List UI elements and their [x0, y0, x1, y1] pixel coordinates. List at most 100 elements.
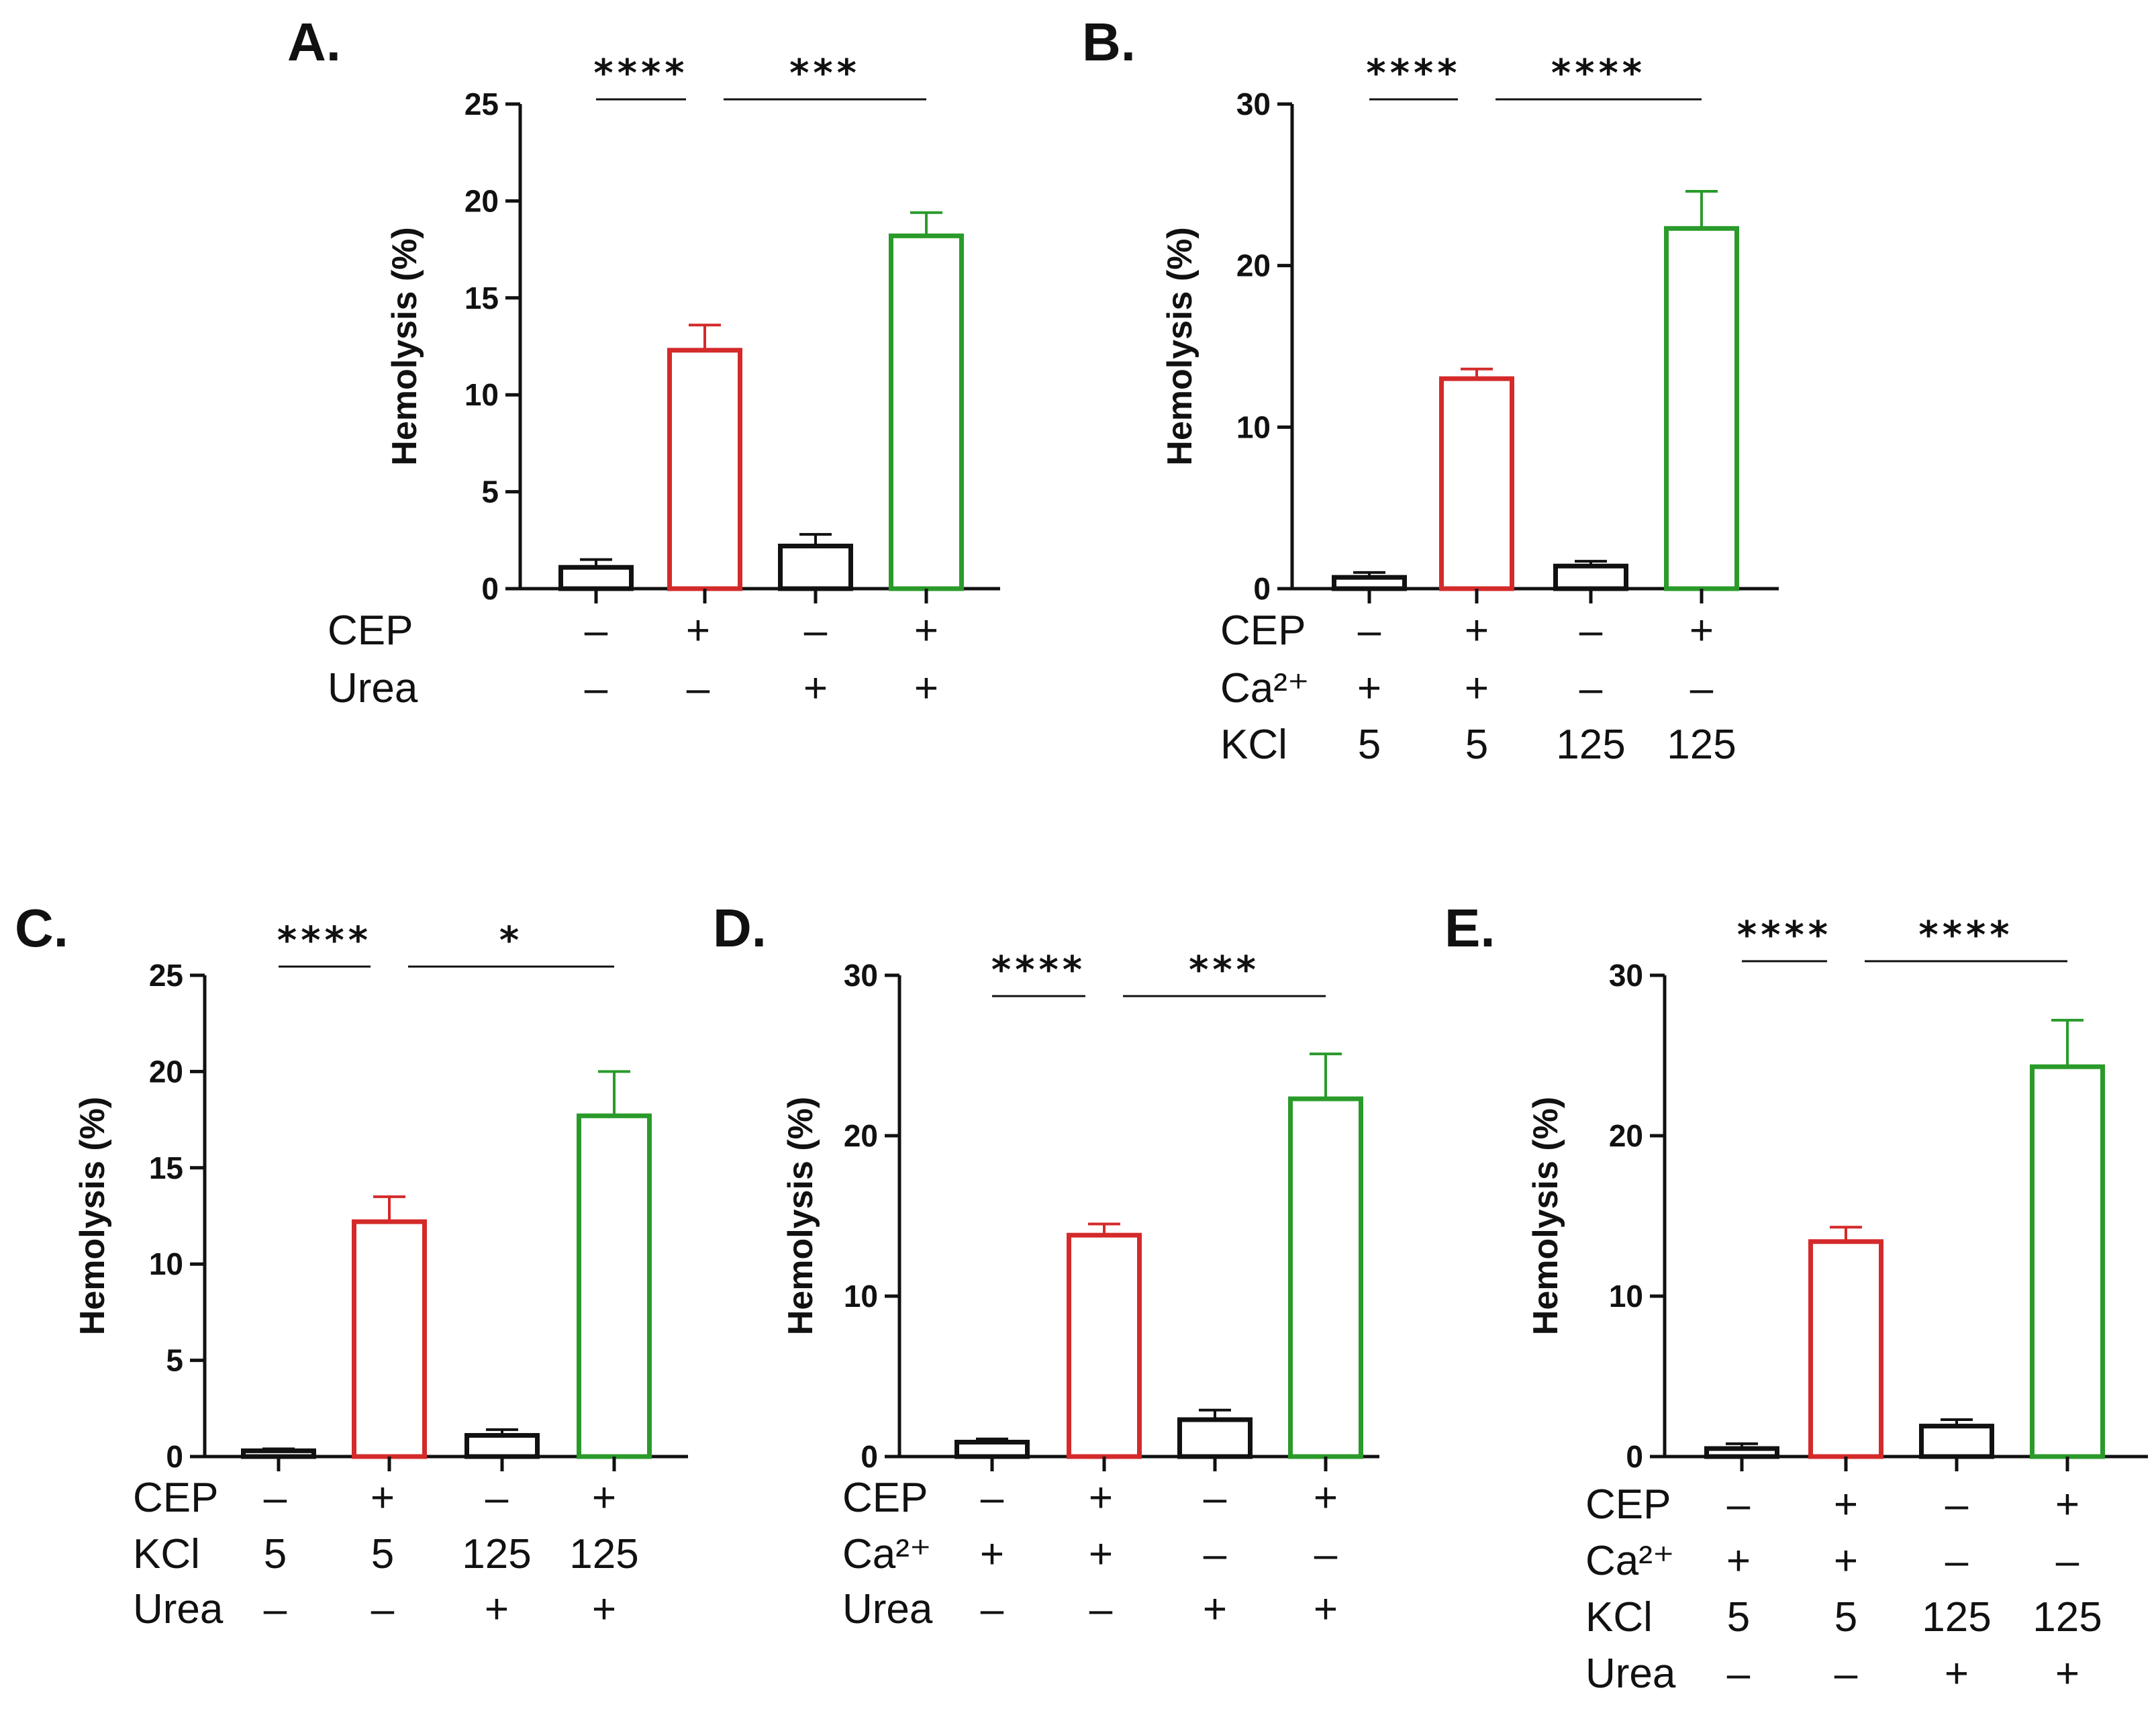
condition-value: +: [371, 1475, 395, 1521]
y-axis-label: Hemolysis (%): [1526, 1097, 1565, 1335]
y-tick-label: 20: [844, 1118, 878, 1153]
condition-value: +: [1089, 1531, 1113, 1577]
condition-value: –: [1945, 1538, 1969, 1584]
condition-value: 125: [2032, 1594, 2102, 1640]
condition-value: –: [1945, 1481, 1969, 1528]
condition-value: –: [585, 607, 608, 654]
condition-value: +: [980, 1531, 1004, 1577]
bar: [1664, 226, 1739, 591]
bar: [352, 1219, 427, 1459]
condition-label: CEP: [1585, 1481, 1671, 1528]
condition-value: –: [981, 1475, 1004, 1521]
bar: [241, 1448, 316, 1459]
condition-value: +: [2055, 1651, 2079, 1697]
condition-value: +: [1726, 1538, 1751, 1584]
y-tick-label: 10: [844, 1279, 878, 1314]
condition-label: Urea: [328, 665, 418, 712]
significance-label: ****: [991, 948, 1086, 992]
chart-panel-B: B. 0 10 20 30 Hemolysis (%) CEP – + – + Ca²⁺ + + – – KCl…: [1082, 12, 1779, 768]
panel-letter: C.: [15, 898, 68, 958]
condition-label: Ca²⁺: [1585, 1538, 1675, 1584]
y-axis-label: Hemolysis (%): [73, 1097, 112, 1335]
bar: [889, 233, 964, 591]
condition-value: +: [1314, 1475, 1338, 1521]
condition-value: 125: [1556, 722, 1625, 768]
condition-value: +: [686, 607, 710, 654]
condition-value: –: [1358, 607, 1381, 654]
y-axis-label: Hemolysis (%): [385, 227, 424, 465]
condition-value: –: [1727, 1481, 1751, 1528]
y-axis-label: Hemolysis (%): [781, 1097, 820, 1335]
significance-label: ****: [1366, 52, 1461, 95]
y-tick-label: 10: [1609, 1279, 1643, 1314]
significance-label: ****: [1737, 914, 1832, 957]
bar: [1439, 376, 1514, 591]
panel-letter: B.: [1082, 12, 1136, 72]
y-tick-label: 0: [861, 1439, 878, 1474]
condition-value: +: [914, 665, 938, 712]
bar: [1332, 575, 1407, 591]
condition-value: –: [585, 665, 608, 712]
y-tick-label: 30: [1609, 958, 1643, 993]
panel-letter: D.: [713, 898, 767, 958]
condition-value: –: [485, 1475, 509, 1521]
condition-label: Urea: [133, 1586, 224, 1632]
bar: [1288, 1096, 1363, 1459]
condition-value: 5: [371, 1531, 394, 1577]
condition-value: –: [804, 607, 828, 654]
panel-letter: E.: [1444, 898, 1496, 958]
bar: [1808, 1239, 1883, 1459]
condition-value: –: [1204, 1531, 1227, 1577]
condition-value: 5: [1465, 722, 1488, 768]
condition-value: –: [371, 1586, 395, 1632]
y-tick-label: 5: [481, 475, 499, 509]
condition-value: +: [1834, 1538, 1858, 1584]
y-tick-label: 25: [149, 958, 183, 993]
condition-value: 5: [1358, 722, 1381, 768]
significance-label: ****: [1918, 914, 2013, 957]
condition-value: 5: [1834, 1594, 1857, 1640]
y-tick-label: 0: [1626, 1439, 1643, 1474]
y-tick-label: 10: [149, 1246, 183, 1281]
bar: [1919, 1424, 1994, 1459]
bar: [577, 1113, 652, 1459]
bar: [1177, 1417, 1253, 1459]
condition-value: 5: [1727, 1594, 1750, 1640]
y-axis-label: Hemolysis (%): [1161, 227, 1199, 465]
condition-value: –: [981, 1586, 1004, 1632]
condition-value: 125: [1922, 1594, 1991, 1640]
y-tick-label: 20: [464, 183, 499, 218]
bar: [778, 543, 853, 591]
condition-label: KCl: [133, 1531, 200, 1577]
condition-value: –: [1579, 665, 1603, 712]
y-tick-label: 0: [166, 1439, 183, 1474]
y-tick-label: 10: [1236, 409, 1271, 444]
y-tick-label: 20: [1609, 1118, 1643, 1153]
y-tick-label: 30: [844, 958, 878, 993]
y-tick-label: 0: [481, 571, 499, 606]
condition-label: CEP: [1220, 607, 1306, 654]
y-tick-label: 10: [464, 377, 499, 412]
condition-label: CEP: [328, 607, 413, 654]
condition-value: +: [914, 607, 938, 654]
bar: [464, 1432, 540, 1459]
condition-value: +: [592, 1475, 616, 1521]
condition-value: +: [1465, 607, 1489, 654]
condition-label: CEP: [842, 1475, 928, 1521]
condition-label: KCl: [1220, 722, 1287, 768]
condition-value: 5: [264, 1531, 287, 1577]
condition-value: 125: [1667, 722, 1736, 768]
y-tick-label: 20: [1236, 248, 1271, 283]
condition-value: –: [1314, 1531, 1338, 1577]
condition-label: Ca²⁺: [1220, 665, 1310, 712]
y-tick-label: 15: [464, 281, 499, 315]
y-tick-label: 30: [1236, 87, 1271, 121]
condition-value: +: [1945, 1651, 1969, 1697]
significance-label: ****: [1551, 52, 1646, 95]
chart-panel-D: D. 0 10 20 30 Hemolysis (%) CEP – + – + Ca²⁺ + + – – Ure…: [713, 898, 1379, 1632]
condition-value: +: [1089, 1475, 1113, 1521]
condition-label: KCl: [1585, 1594, 1653, 1640]
condition-value: –: [264, 1586, 287, 1632]
